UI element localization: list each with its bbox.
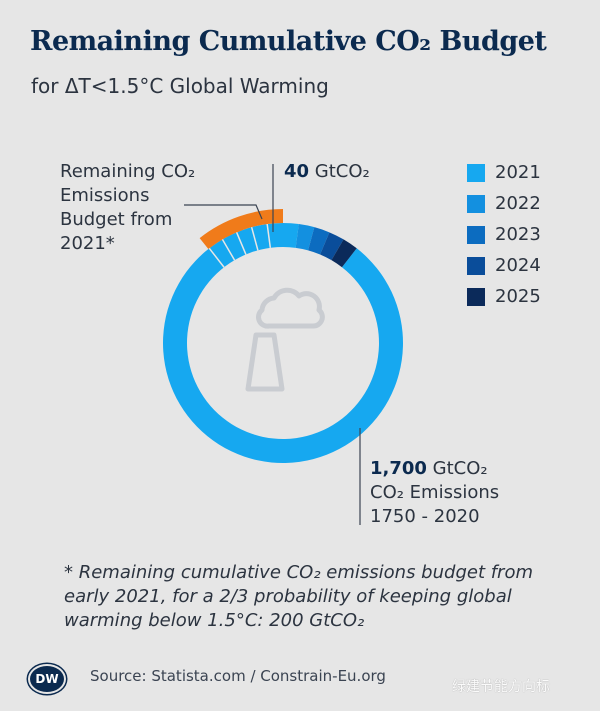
donut-slice-2025	[331, 239, 357, 268]
legend-item-2021: 2021	[467, 157, 541, 188]
annotation-line: 2021*	[60, 233, 115, 254]
legend-label: 2021	[495, 162, 541, 183]
donut-slice-2024	[320, 232, 344, 261]
annotation-historic: 1,700 GtCO₂ CO₂ Emissions 1750 - 2020	[370, 457, 499, 529]
annotation-line: 1750 - 2020	[370, 506, 480, 527]
watermark: 绿建节能方向标	[452, 679, 550, 695]
legend-item-2024: 2024	[467, 250, 541, 281]
legend-label: 2022	[495, 193, 541, 214]
footnote: * Remaining cumulative CO₂ emissions bud…	[64, 562, 534, 631]
slice-divider	[266, 223, 272, 248]
per-year-value: 40	[284, 161, 310, 182]
slice-divider	[235, 232, 247, 255]
factory-smoke-icon	[245, 287, 325, 392]
slice-divider	[221, 239, 236, 261]
legend-swatch	[467, 225, 485, 244]
legend-item-2025: 2025	[467, 281, 541, 312]
remaining-budget-outline	[199, 209, 283, 250]
slice-divider	[250, 226, 259, 251]
historic-unit: GtCO₂	[426, 458, 488, 479]
legend-label: 2024	[495, 255, 541, 276]
source-credit: Source: Statista.com / Constrain-Eu.org	[90, 667, 386, 685]
chart-subtitle: for ΔT<1.5°C Global Warming	[31, 74, 329, 98]
donut-slices	[163, 223, 404, 464]
annotation-line: CO₂ Emissions	[370, 482, 500, 503]
legend-label: 2023	[495, 224, 541, 245]
annotation-line: Budget from	[60, 209, 173, 230]
legend-swatch	[467, 163, 485, 182]
annotation-remaining-budget: Remaining CO₂ Emissions Budget from 2021…	[60, 160, 195, 256]
donut-slice-2023	[308, 227, 330, 255]
annotation-line: 1,700 GtCO₂	[370, 457, 499, 481]
leader-line-remaining	[184, 204, 263, 220]
legend-swatch	[467, 287, 485, 306]
legend: 2021 2022 2023 2024 2025	[467, 157, 541, 312]
legend-item-2022: 2022	[467, 188, 541, 219]
annotation-line: Remaining CO₂	[60, 161, 196, 182]
legend-swatch	[467, 256, 485, 275]
legend-swatch	[467, 194, 485, 213]
dw-logo: DW	[28, 664, 66, 694]
slice-dividers	[208, 223, 272, 268]
legend-label: 2025	[495, 286, 541, 307]
donut-slice-1750-2020	[163, 223, 404, 464]
annotation-line: Emissions	[60, 185, 150, 206]
per-year-unit: GtCO₂	[309, 161, 370, 182]
donut-slice-2021	[283, 223, 299, 248]
historic-value: 1,700	[370, 458, 427, 479]
annotation-per-year: 40 GtCO₂	[284, 160, 370, 184]
chart-title: Remaining Cumulative CO₂ Budget	[30, 26, 547, 57]
slice-divider	[208, 247, 225, 268]
legend-item-2023: 2023	[467, 219, 541, 250]
donut-slice-2022	[295, 224, 315, 251]
